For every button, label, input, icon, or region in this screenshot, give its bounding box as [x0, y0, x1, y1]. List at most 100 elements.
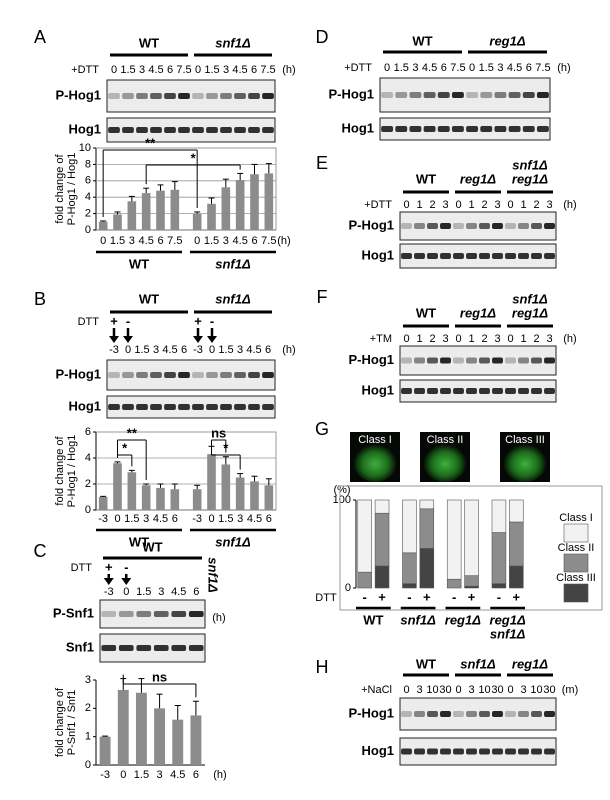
- blot-label: P-Hog1: [349, 217, 395, 232]
- lane-label: 7.5: [535, 62, 550, 74]
- band: [178, 372, 190, 378]
- band: [401, 223, 412, 229]
- group-label: reg1Δ: [445, 612, 481, 627]
- band: [531, 388, 542, 394]
- band: [453, 223, 464, 229]
- blot-label: P-Hog1: [56, 366, 102, 381]
- lane-label: 6: [526, 62, 532, 74]
- arrow-head: [103, 578, 114, 585]
- lane-label: 3: [416, 684, 422, 696]
- group-label: reg1Δ: [489, 33, 525, 48]
- bar-segment: [509, 521, 524, 567]
- y-tick-label: 3: [85, 674, 91, 686]
- band: [522, 126, 535, 132]
- band: [544, 357, 555, 364]
- band: [401, 357, 412, 364]
- band: [234, 372, 246, 378]
- band: [466, 388, 477, 394]
- bar: [192, 213, 202, 230]
- significance: *: [223, 440, 229, 455]
- bar-segment: [509, 499, 524, 523]
- group-label: WT: [139, 291, 159, 306]
- band: [206, 404, 218, 410]
- band: [101, 611, 117, 617]
- band: [164, 127, 176, 133]
- band: [178, 127, 190, 133]
- treatment-mark: -: [124, 559, 128, 574]
- lane-label: 10: [426, 684, 438, 696]
- legend-swatch: [563, 553, 589, 573]
- band: [220, 372, 232, 378]
- x-tick-label: +: [468, 589, 476, 604]
- band: [466, 92, 479, 98]
- plot-frame: [95, 147, 277, 231]
- band: [136, 93, 148, 99]
- lane-label: 0: [455, 333, 461, 345]
- bar-segment: [491, 499, 507, 533]
- band: [136, 645, 152, 651]
- band: [508, 126, 521, 132]
- arrow-head: [121, 578, 132, 585]
- band: [423, 126, 436, 132]
- bar-segment: [419, 499, 435, 510]
- band: [440, 223, 451, 229]
- band: [492, 223, 503, 229]
- lane-label: 1.5: [204, 64, 219, 76]
- band: [518, 711, 529, 717]
- band: [531, 748, 542, 755]
- blot-label: Hog1: [69, 398, 102, 413]
- lane-label: 3: [139, 64, 145, 76]
- band: [505, 223, 516, 229]
- lane-label: 0: [403, 333, 409, 345]
- y-axis-label: fold change of: [54, 436, 66, 506]
- lane-label: 1.5: [120, 64, 135, 76]
- treatment-mark: +: [194, 313, 202, 328]
- legend-swatch: [563, 523, 589, 543]
- band: [437, 92, 450, 98]
- band: [505, 253, 516, 259]
- band: [101, 645, 117, 651]
- blot-label: P-Hog1: [329, 86, 375, 101]
- band: [234, 93, 246, 99]
- group-label: reg1Δ: [512, 305, 548, 320]
- bar: [156, 487, 165, 510]
- lane-label: 6: [167, 64, 173, 76]
- band: [178, 404, 190, 410]
- band: [531, 711, 542, 717]
- blot-label: P-Snf1: [53, 605, 94, 620]
- lane-label: 0: [123, 586, 129, 598]
- x-tick-label: +: [378, 589, 386, 604]
- lane-label: 7.5: [450, 62, 465, 74]
- x-tick-label: 0: [194, 235, 200, 247]
- band: [150, 93, 162, 99]
- band: [492, 388, 503, 394]
- band: [479, 357, 490, 364]
- band: [440, 711, 451, 717]
- lane-label: 4.5: [171, 586, 186, 598]
- group-label: WT: [363, 612, 383, 627]
- x-tick-label: -3: [98, 513, 108, 525]
- lane-label: 3: [153, 344, 159, 356]
- lane-label: 0: [125, 344, 131, 356]
- blot: [106, 395, 276, 419]
- blot-label: Hog1: [342, 120, 375, 135]
- lane-label: 1.5: [479, 62, 494, 74]
- band: [440, 388, 451, 394]
- bar-segment: [357, 499, 372, 573]
- bar: [141, 193, 151, 230]
- band: [262, 372, 274, 378]
- band: [262, 404, 274, 410]
- band: [427, 253, 438, 259]
- bar: [141, 485, 151, 510]
- lane-label: 2: [533, 199, 539, 211]
- lane-label: 1: [468, 333, 474, 345]
- significance: *: [191, 150, 197, 165]
- group-label: WT: [139, 35, 159, 50]
- lane-label: 0: [507, 199, 513, 211]
- blot: [399, 379, 557, 403]
- group-label: snf1Δ: [512, 291, 548, 306]
- group-label: reg1Δ: [512, 171, 548, 186]
- group-label: snf1Δ: [215, 534, 251, 549]
- band: [453, 357, 464, 364]
- lane-label: 4.5: [422, 62, 437, 74]
